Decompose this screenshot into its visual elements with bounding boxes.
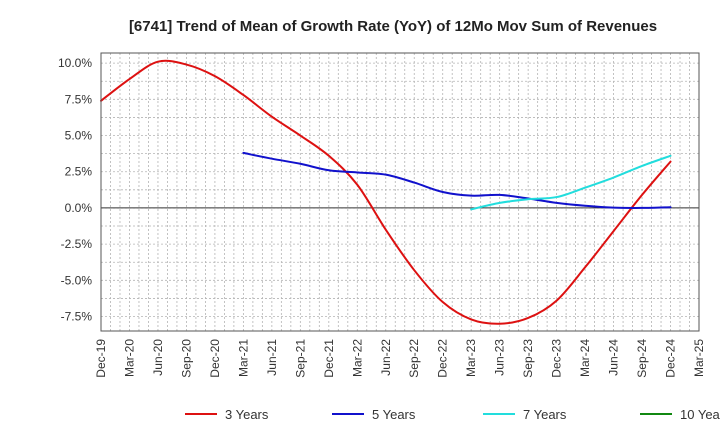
x-tick-label: Dec-22 <box>436 339 450 378</box>
x-tick-label: Sep-21 <box>293 339 307 378</box>
x-tick-label: Dec-23 <box>550 339 564 378</box>
x-tick-label: Jun-20 <box>151 339 165 376</box>
x-tick-label: Sep-24 <box>635 339 649 378</box>
legend: 3 Years 5 Years 7 Years 10 Years <box>185 407 720 422</box>
plot-area <box>101 53 699 331</box>
x-tick-label: Mar-22 <box>350 339 364 377</box>
y-tick-label: 7.5% <box>65 92 93 106</box>
y-tick-label: -5.0% <box>61 273 93 287</box>
y-tick-label: 10.0% <box>58 56 92 70</box>
y-tick-label: 5.0% <box>65 129 93 143</box>
legend-label-10-years: 10 Years <box>680 407 720 422</box>
x-tick-label: Mar-21 <box>236 339 250 377</box>
x-tick-label: Mar-20 <box>122 339 136 377</box>
y-axis-tick-labels: 10.0% 7.5% 5.0% 2.5% 0.0% -2.5% -5.0% -7.5% <box>58 56 92 323</box>
x-tick-label: Dec-20 <box>208 339 222 378</box>
x-tick-label: Jun-23 <box>493 339 507 376</box>
x-tick-label: Mar-24 <box>578 339 592 377</box>
x-tick-label: Dec-24 <box>664 339 678 378</box>
x-tick-label: Dec-19 <box>94 339 108 378</box>
x-tick-label: Dec-21 <box>322 339 336 378</box>
x-tick-label: Jun-24 <box>607 339 621 376</box>
plot-frame <box>100 52 700 332</box>
y-tick-label: 0.0% <box>65 201 93 215</box>
legend-label-5-years: 5 Years <box>372 407 416 422</box>
series-line-5-years <box>242 151 672 209</box>
gridlines <box>101 53 699 331</box>
x-tick-label: Jun-21 <box>265 339 279 376</box>
series-lines <box>100 59 672 325</box>
x-tick-label: Sep-22 <box>407 339 421 378</box>
series-line-3-years <box>100 59 672 325</box>
series-line-7-years <box>470 154 672 211</box>
x-tick-label: Sep-23 <box>521 339 535 378</box>
y-tick-label: 2.5% <box>65 165 93 179</box>
x-tick-label: Jun-22 <box>379 339 393 376</box>
x-tick-label: Mar-23 <box>464 339 478 377</box>
legend-label-3-years: 3 Years <box>225 407 269 422</box>
x-axis-tick-labels: Dec-19 Mar-20 Jun-20 Sep-20 Dec-20 Mar-21 Jun-… <box>94 339 706 378</box>
legend-label-7-years: 7 Years <box>523 407 567 422</box>
x-tick-label: Mar-25 <box>692 339 706 377</box>
chart-title: [6741] Trend of Mean of Growth Rate (YoY… <box>129 18 657 35</box>
x-tick-label: Sep-20 <box>179 339 193 378</box>
y-tick-label: -7.5% <box>61 310 93 324</box>
y-tick-label: -2.5% <box>61 237 93 251</box>
